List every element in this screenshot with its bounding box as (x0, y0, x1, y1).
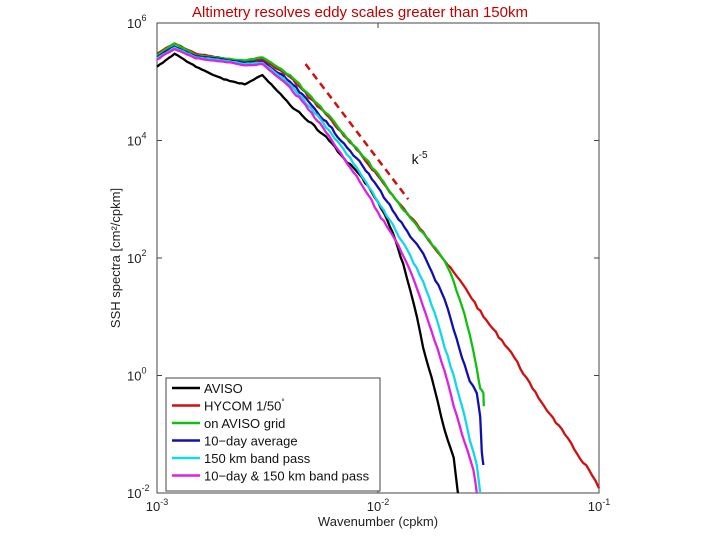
x-axis-label: Wavenumber (cpkm) (318, 514, 438, 529)
chart-title: Altimetry resolves eddy scales greater t… (192, 4, 528, 21)
series-line-3 (156, 45, 485, 466)
y-tick-label-3: 100 (127, 366, 146, 384)
legend-label-0: AVISO (204, 381, 243, 396)
y-tick-label-0: 106 (127, 13, 146, 31)
legend-label-3: 10−day average (204, 434, 298, 449)
y-tick-label-2: 102 (127, 248, 146, 266)
x-tick-label-0: 10-3 (146, 497, 168, 514)
series-line-5 (156, 47, 478, 494)
x-tick-label-1: 10-2 (367, 497, 389, 514)
series-line-4 (156, 46, 482, 494)
legend-label-2: on AVISO grid (204, 416, 285, 431)
x-tick-label-2: 10-1 (588, 497, 610, 514)
y-axis-label: SSH spectra [cm²/cpkm] (108, 188, 123, 328)
legend-label-1: HYCOM 1/50° (204, 398, 285, 414)
series-line-0 (156, 52, 460, 494)
y-tick-label-1: 104 (127, 131, 146, 149)
reference-slope-line (304, 63, 410, 201)
legend: AVISO HYCOM 1/50° on AVISO grid 10−day aver… (165, 377, 381, 492)
legend-label-4: 150 km band pass (204, 451, 311, 466)
legend-box (165, 377, 381, 492)
legend-label-5: 10−day & 150 km band pass (204, 469, 370, 484)
